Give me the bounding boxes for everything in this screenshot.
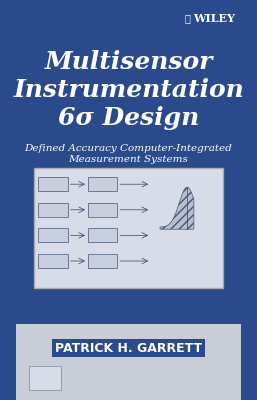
- Text: Defined Accuracy Computer-Integrated: Defined Accuracy Computer-Integrated: [25, 144, 232, 153]
- Text: Instrumentation: Instrumentation: [13, 78, 244, 102]
- FancyBboxPatch shape: [38, 203, 68, 217]
- FancyBboxPatch shape: [88, 177, 117, 191]
- Text: Multisensor: Multisensor: [44, 50, 213, 74]
- Text: 6σ Design: 6σ Design: [58, 106, 199, 130]
- FancyBboxPatch shape: [38, 228, 68, 242]
- Text: Ⓟ: Ⓟ: [184, 13, 190, 23]
- FancyBboxPatch shape: [34, 168, 223, 288]
- FancyBboxPatch shape: [16, 324, 241, 400]
- FancyBboxPatch shape: [88, 203, 117, 217]
- FancyBboxPatch shape: [29, 366, 61, 390]
- Polygon shape: [160, 187, 194, 229]
- Text: PATRICK H. GARRETT: PATRICK H. GARRETT: [55, 342, 202, 354]
- FancyBboxPatch shape: [88, 254, 117, 268]
- FancyBboxPatch shape: [38, 177, 68, 191]
- Text: Measurement Systems: Measurement Systems: [69, 156, 188, 164]
- FancyBboxPatch shape: [38, 254, 68, 268]
- FancyBboxPatch shape: [88, 228, 117, 242]
- Text: WILEY: WILEY: [193, 12, 235, 24]
